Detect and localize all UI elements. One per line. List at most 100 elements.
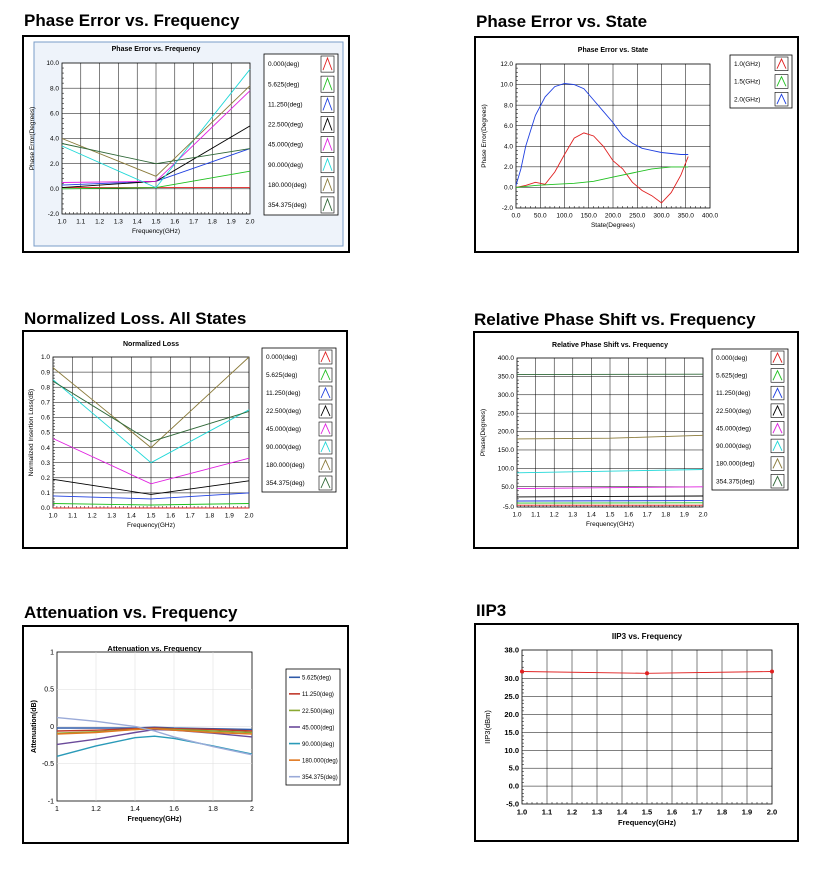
chart-frame-iip3: IIP3 vs. Frequency 1.0 1.1 1.2 1.3 1.4 1.5 1.6 1… xyxy=(474,623,799,842)
x-tick-label: 1.1 xyxy=(531,512,540,519)
x-tick-label: 1.2 xyxy=(550,512,559,519)
legend-swatch-box xyxy=(320,176,335,194)
legend-label: 354.375(deg) xyxy=(266,480,305,487)
chart-phase-error-frequency: Phase Error vs. Frequency 1.0 1.1 1.2 1.3 1.4… xyxy=(29,41,344,247)
y-tick-label: 0.0 xyxy=(41,505,50,512)
legend-label: 11.250(deg) xyxy=(268,101,303,108)
x-tick-label: 1.4 xyxy=(587,512,596,519)
legend-label: 5.625(deg) xyxy=(302,676,331,682)
x-tick-label: 350.0 xyxy=(678,213,695,220)
y-tick-label: 25.0 xyxy=(504,692,519,701)
x-tick-label: 1.9 xyxy=(680,512,689,519)
series-line-5 xyxy=(61,69,251,189)
y-axis-label: Attenuation(dB) xyxy=(31,700,38,753)
legend-swatch-box xyxy=(770,403,785,418)
data-point xyxy=(770,669,774,674)
legend-label: 22.500(deg) xyxy=(302,709,334,715)
chart-frame-normalized-loss: Normalized Loss 1.0 1.1 1.2 1.3 1.4 1.5 1.6 1.7 1… xyxy=(22,330,348,549)
x-tick-label: 1.4 xyxy=(127,513,136,520)
data-point xyxy=(520,669,524,674)
legend-swatch-box xyxy=(318,349,333,365)
legend-swatch xyxy=(772,422,783,434)
y-tick-label: 0.2 xyxy=(41,475,50,482)
y-tick-label: 50.0 xyxy=(501,484,514,491)
x-tick-label: 400.0 xyxy=(702,213,719,220)
y-tick-label: 8.0 xyxy=(50,85,59,92)
series-line-3 xyxy=(516,495,704,498)
y-tick-label: 0.6 xyxy=(41,415,50,422)
x-tick-label: 1.4 xyxy=(617,808,628,817)
x-tick-label: 1.2 xyxy=(88,513,97,520)
y-axis-label: IIP3(dBm) xyxy=(483,710,492,744)
legend-swatch xyxy=(322,117,333,131)
legend-swatch xyxy=(776,75,787,87)
legend-label: 22.500(deg) xyxy=(268,122,303,129)
series-line-6 xyxy=(52,356,250,449)
legend-swatch xyxy=(776,57,787,69)
x-axis-label: Frequency(GHz) xyxy=(127,522,175,529)
series-line-5 xyxy=(56,727,253,735)
legend-swatch-box xyxy=(320,116,335,133)
legend-swatch xyxy=(772,475,783,487)
legend-swatch-box xyxy=(770,474,785,489)
series-line-4 xyxy=(516,486,704,490)
legend-label: 90.000(deg) xyxy=(268,162,303,169)
chart-title: Attenuation vs. Frequency xyxy=(107,644,202,653)
chart-title: Phase Error vs. State xyxy=(578,47,649,54)
legend-swatch xyxy=(320,386,331,399)
legend-label: 354.375(deg) xyxy=(268,202,307,209)
legend-swatch xyxy=(320,458,331,471)
legend-swatch-box xyxy=(320,136,335,153)
x-tick-label: 2.0 xyxy=(767,808,777,817)
legend-label: 45.000(deg) xyxy=(302,725,334,731)
series-line-5 xyxy=(516,469,704,474)
legend-swatch xyxy=(772,457,783,469)
x-axis-label: Frequency(GHz) xyxy=(618,818,676,827)
series-line-6 xyxy=(56,716,253,756)
x-tick-label: 1.9 xyxy=(225,513,234,520)
legend-swatch-box xyxy=(318,403,333,419)
x-tick-label: 1.9 xyxy=(227,219,236,226)
legend-swatch xyxy=(772,404,783,416)
y-tick-label: -2.0 xyxy=(502,205,514,212)
y-tick-label: 6.0 xyxy=(50,111,59,118)
x-tick-label: 1.8 xyxy=(717,808,727,817)
x-tick-label: 1.3 xyxy=(114,219,123,226)
legend-label: 5.625(deg) xyxy=(266,372,297,379)
legend-label: 2.0(GHz) xyxy=(734,96,760,103)
legend-label: 5.625(deg) xyxy=(268,81,299,88)
y-tick-label: 100.0 xyxy=(498,466,515,473)
legend-swatch xyxy=(322,137,333,151)
x-tick-label: 1.7 xyxy=(186,513,195,520)
legend-swatch-box xyxy=(318,421,333,437)
legend-swatch-box xyxy=(774,56,789,71)
y-axis-label: Phase Error(Degrees) xyxy=(29,107,36,171)
chart-title: Relative Phase Shift vs. Frequency xyxy=(552,342,668,349)
legend-label: 22.500(deg) xyxy=(716,408,751,415)
x-tick-label: 2.0 xyxy=(244,513,253,520)
x-tick-label: 1.0 xyxy=(48,513,57,520)
legend-label: 0.000(deg) xyxy=(268,61,299,68)
x-tick-label: 150.0 xyxy=(581,213,598,220)
x-tick-label: 1.9 xyxy=(742,808,752,817)
y-tick-label: 8.0 xyxy=(504,102,513,109)
legend-swatch xyxy=(320,350,331,363)
chart-title: Normalized Loss xyxy=(123,341,179,348)
legend-swatch-box xyxy=(320,55,335,73)
panel-heading-iip3: IIP3 xyxy=(476,601,507,620)
y-tick-label: -1 xyxy=(48,798,54,805)
legend-label: 180.000(deg) xyxy=(268,182,307,189)
panel-heading-phase-error-frequency: Phase Error vs. Frequency xyxy=(24,11,240,30)
y-tick-label: 0.4 xyxy=(41,445,50,452)
y-tick-label: 0.9 xyxy=(41,369,50,376)
legend-label: 11.250(deg) xyxy=(302,692,334,698)
chart-iip3: IIP3 vs. Frequency 1.0 1.1 1.2 1.3 1.4 1.5 1.6 1… xyxy=(483,632,777,827)
x-tick-label: 1 xyxy=(55,806,59,813)
legend-label: 354.375(deg) xyxy=(302,775,338,781)
y-axis-label: Phase(Degrees) xyxy=(480,409,487,456)
x-tick-label: 1.6 xyxy=(166,513,175,520)
legend-swatch xyxy=(322,56,333,71)
y-tick-label: 4.0 xyxy=(50,136,59,143)
x-tick-label: 250.0 xyxy=(629,213,646,220)
y-tick-label: 10.0 xyxy=(46,60,59,67)
